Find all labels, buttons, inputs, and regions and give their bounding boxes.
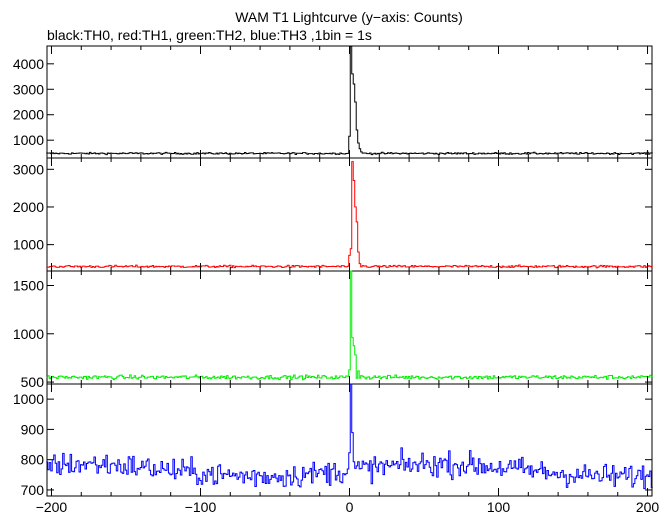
y-tick-label: 500	[21, 374, 45, 390]
panel-frame	[46, 383, 653, 497]
series-th0-line	[46, 45, 653, 156]
y-tick-label: 700	[21, 482, 45, 498]
panel-th0: 1000 2000 3000 4000	[13, 45, 653, 159]
x-tick-label: −200	[36, 499, 68, 515]
chart-subtitle: black:TH0, red:TH1, green:TH2, blue:TH3 …	[47, 27, 372, 43]
panel-th1: 1000 2000 3000	[13, 157, 653, 272]
panels-group: 1000200030004000100020003000500100015007…	[13, 45, 653, 498]
panel-frame	[46, 45, 653, 159]
x-tick-label: −100	[185, 499, 217, 515]
y-tick-label: 2000	[13, 107, 44, 123]
y-tick-label: 3000	[13, 81, 44, 97]
x-axis: −200 −100 0 100 200	[36, 499, 660, 515]
x-tick-label: 200	[636, 499, 660, 515]
x-tick-label: 0	[346, 499, 354, 515]
panel-th2: 500 1000 1500	[13, 270, 653, 390]
y-tick-label: 800	[21, 452, 45, 468]
x-tick-label: 100	[487, 499, 511, 515]
y-tick-label: 1500	[13, 277, 44, 293]
y-tick-label: 1000	[13, 237, 44, 253]
y-tick-label: 4000	[13, 56, 44, 72]
y-tick-label: 3000	[13, 161, 44, 177]
series-th2-line	[46, 270, 653, 381]
y-tick-label: 1000	[13, 326, 44, 342]
series-th1-line	[46, 161, 653, 269]
panel-frame	[46, 157, 653, 272]
y-tick-label: 900	[21, 421, 45, 437]
y-tick-label: 1000	[13, 391, 44, 407]
panel-frame	[46, 270, 653, 385]
chart-title: WAM T1 Lightcurve (y−axis: Counts)	[235, 9, 463, 25]
series-th3-line	[46, 383, 653, 490]
y-tick-label: 1000	[13, 132, 44, 148]
panel-th3: 700 800 900 1000	[13, 383, 653, 498]
y-tick-label: 2000	[13, 199, 44, 215]
